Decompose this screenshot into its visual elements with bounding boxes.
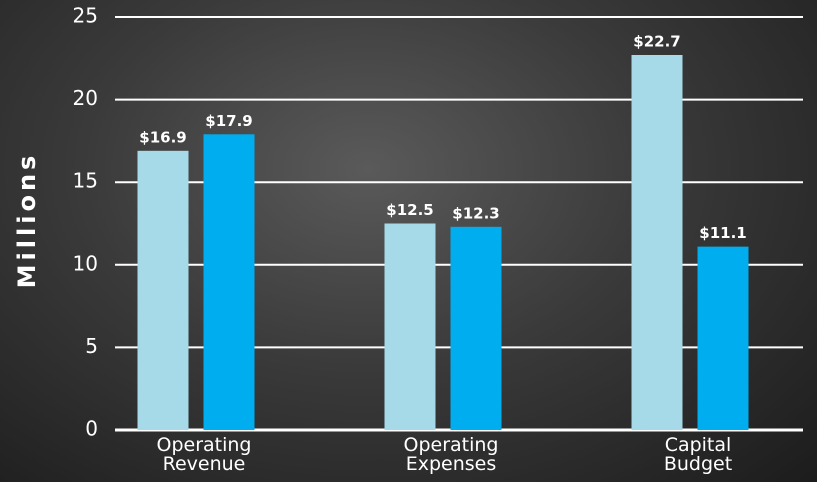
value-label: $17.9 bbox=[205, 112, 252, 130]
bar bbox=[138, 151, 189, 430]
x-tick-label: Operating Expenses bbox=[361, 436, 541, 474]
value-label: $12.3 bbox=[452, 204, 499, 222]
bar bbox=[451, 227, 502, 430]
y-axis-label: Millions bbox=[13, 152, 41, 289]
value-label: $22.7 bbox=[633, 32, 680, 50]
value-label: $11.1 bbox=[699, 224, 746, 242]
chart-page: Millions 0 5 10 15 20 25 $16.9 $17.9 $12.5 $12.3 $… bbox=[0, 0, 817, 482]
chart: Millions 0 5 10 15 20 25 $16.9 $17.9 $12.5 $12.3 $… bbox=[0, 0, 817, 482]
value-label: $16.9 bbox=[139, 128, 186, 146]
value-label: $12.5 bbox=[386, 201, 433, 219]
bar bbox=[385, 224, 436, 431]
x-tick-label: Operating Revenue bbox=[114, 436, 294, 474]
y-tick-label: 25 bbox=[73, 4, 98, 28]
bar bbox=[204, 134, 255, 430]
y-tick-label: 10 bbox=[73, 251, 98, 275]
y-tick-label: 5 bbox=[85, 334, 98, 358]
bar bbox=[632, 55, 683, 430]
bar bbox=[698, 247, 749, 430]
x-tick-label: Capital Budget bbox=[608, 436, 788, 474]
y-tick-label: 0 bbox=[85, 417, 98, 441]
y-tick-label: 15 bbox=[73, 169, 98, 193]
y-tick-label: 20 bbox=[73, 86, 98, 110]
